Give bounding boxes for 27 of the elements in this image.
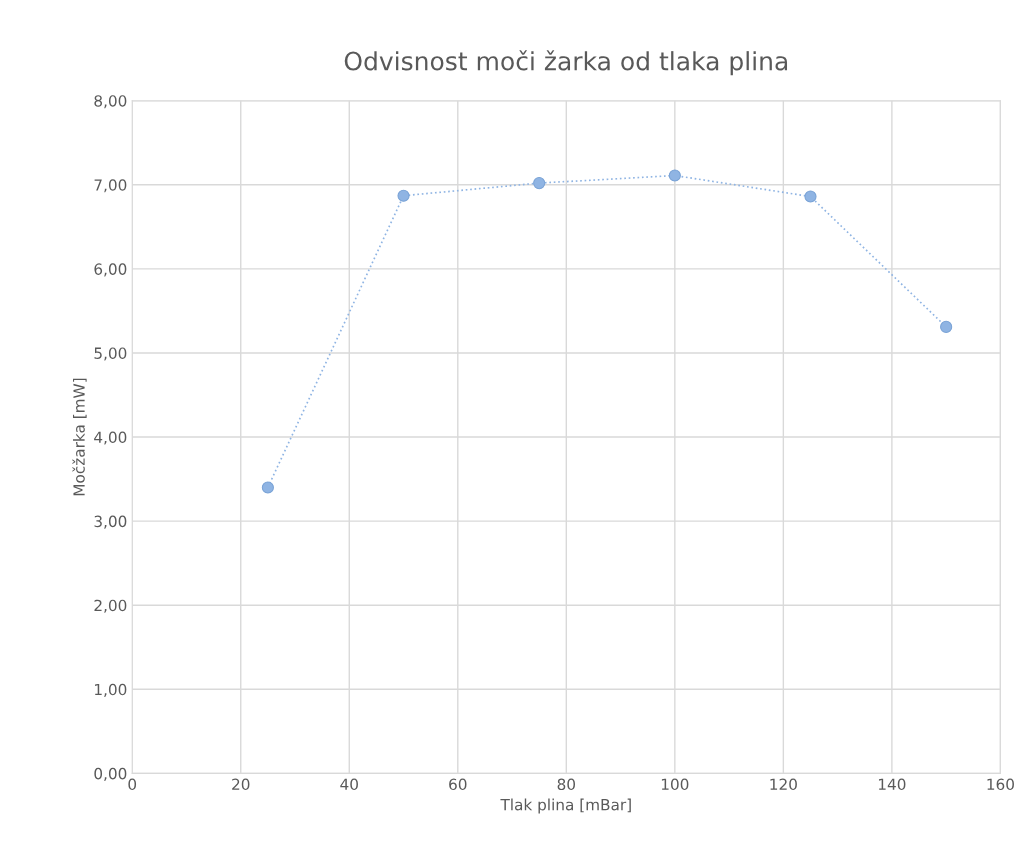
y-tick-label: 6,00 xyxy=(94,263,127,277)
y-tick-label: 1,00 xyxy=(95,683,127,697)
x-axis-title: Tlak plina [mBar] xyxy=(500,798,631,814)
x-tick-label: 120 xyxy=(770,778,797,791)
x-tick-label: 140 xyxy=(878,778,906,791)
point xyxy=(261,481,274,494)
point xyxy=(397,189,410,202)
point xyxy=(668,169,681,182)
chart-title: Odvisnost moči žarka od tlaka plina xyxy=(344,50,788,76)
x-tick-label: 100 xyxy=(661,778,689,791)
y-tick-label: 0,00 xyxy=(94,767,127,781)
y-tick-label: 8,00 xyxy=(94,95,127,109)
y-tick-label: 5,00 xyxy=(94,347,127,361)
x-tick-label: 160 xyxy=(987,778,1014,791)
y-tick-label: 4,00 xyxy=(94,431,127,445)
y-axis-title: Močžarka [mW] xyxy=(72,378,87,496)
x-tick-label: 60 xyxy=(449,778,467,791)
x-tick-label: 80 xyxy=(557,778,576,791)
y-tick-label: 7,00 xyxy=(94,179,127,193)
y-tick-label: 3,00 xyxy=(94,515,127,529)
y-tick-label: 2,00 xyxy=(94,599,127,613)
x-tick-label: 0 xyxy=(128,778,137,791)
point xyxy=(940,320,953,333)
x-tick-label: 20 xyxy=(232,778,250,791)
point xyxy=(533,177,546,190)
x-tick-label: 40 xyxy=(340,778,358,791)
point xyxy=(804,190,817,203)
